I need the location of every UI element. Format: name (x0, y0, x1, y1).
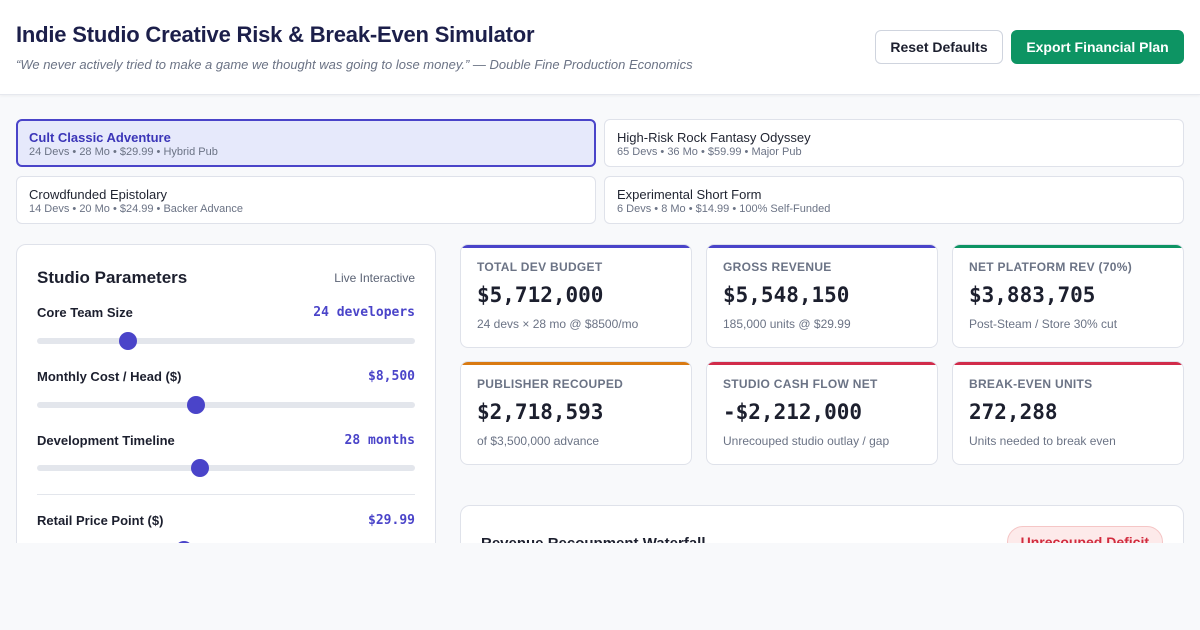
param-label-timeline: Development Timeline (37, 433, 175, 448)
card-accent-bar (707, 362, 937, 365)
preset-meta: 24 Devs • 28 Mo • $29.99 • Hybrid Pub (29, 146, 218, 158)
preset-name: High-Risk Rock Fantasy Odyssey (617, 130, 811, 145)
metric-card-studio-cash-flow-net: STUDIO CASH FLOW NET -$2,212,000 Unrecou… (706, 361, 938, 465)
export-financial-plan-button[interactable]: Export Financial Plan (1011, 30, 1184, 64)
preset-name: Experimental Short Form (617, 187, 762, 202)
metric-card-gross-revenue: GROSS REVENUE $5,548,150 185,000 units @… (706, 244, 938, 348)
header-quote: “We never actively tried to make a game … (16, 57, 693, 72)
param-value-monthly-cost: $8,500 (368, 369, 415, 384)
card-accent-bar (461, 245, 691, 248)
card-accent-bar (953, 362, 1183, 365)
preset-meta: 6 Devs • 8 Mo • $14.99 • 100% Self-Funde… (617, 203, 831, 215)
metric-card-publisher-recouped: PUBLISHER RECOUPED $2,718,593 of $3,500,… (460, 361, 692, 465)
param-value-retail-price: $29.99 (368, 513, 415, 528)
metric-value: 272,288 (969, 400, 1058, 424)
timeline-slider-thumb[interactable] (190, 459, 209, 477)
metric-value: $2,718,593 (477, 400, 604, 424)
page-title: Indie Studio Creative Risk & Break-Even … (16, 22, 535, 47)
metric-value: -$2,212,000 (723, 400, 863, 424)
metric-note: Post-Steam / Store 30% cut (969, 317, 1118, 331)
studio-parameters-panel: Studio Parameters Live Interactive Core … (16, 244, 436, 574)
monthly-cost-slider[interactable] (37, 396, 415, 414)
param-value-team-size: 24 developers (313, 305, 415, 320)
viewport-fold (0, 543, 1200, 630)
metric-label: BREAK-EVEN UNITS (969, 377, 1093, 391)
preset-meta: 65 Devs • 36 Mo • $59.99 • Major Pub (617, 146, 802, 158)
param-label-team-size: Core Team Size (37, 305, 133, 320)
metric-note: 24 devs × 28 mo @ $8500/mo (477, 317, 639, 331)
app-header: Indie Studio Creative Risk & Break-Even … (0, 0, 1200, 95)
metric-value: $5,548,150 (723, 283, 850, 307)
metric-label: PUBLISHER RECOUPED (477, 377, 624, 391)
monthly-cost-slider-thumb[interactable] (186, 396, 205, 414)
card-accent-bar (707, 245, 937, 248)
preset-experimental-short-form[interactable]: Experimental Short Form 6 Devs • 8 Mo • … (604, 176, 1184, 224)
team-size-slider-thumb[interactable] (118, 332, 137, 350)
param-value-timeline: 28 months (344, 433, 415, 448)
metric-label: STUDIO CASH FLOW NET (723, 377, 878, 391)
panel-title: Studio Parameters (37, 268, 188, 287)
card-accent-bar (953, 245, 1183, 248)
metric-label: TOTAL DEV BUDGET (477, 260, 603, 274)
preset-meta: 14 Devs • 20 Mo • $24.99 • Backer Advanc… (29, 203, 243, 215)
reset-defaults-button[interactable]: Reset Defaults (875, 30, 1003, 64)
preset-crowdfunded-epistolary[interactable]: Crowdfunded Epistolary 14 Devs • 20 Mo •… (16, 176, 596, 224)
metric-note: Unrecouped studio outlay / gap (723, 434, 890, 448)
metric-label: GROSS REVENUE (723, 260, 832, 274)
metric-note: of $3,500,000 advance (477, 434, 600, 448)
preset-name: Cult Classic Adventure (29, 130, 171, 145)
live-interactive-tag: Live Interactive (334, 271, 415, 285)
metric-value: $3,883,705 (969, 283, 1096, 307)
preset-cult-classic-adventure[interactable]: Cult Classic Adventure 24 Devs • 28 Mo •… (16, 119, 596, 167)
metric-card-break-even-units: BREAK-EVEN UNITS 272,288 Units needed to… (952, 361, 1184, 465)
param-label-retail-price: Retail Price Point ($) (37, 513, 164, 528)
card-accent-bar (461, 362, 691, 365)
metric-note: 185,000 units @ $29.99 (723, 317, 851, 331)
metric-card-net-platform-rev: NET PLATFORM REV (70%) $3,883,705 Post-S… (952, 244, 1184, 348)
panel-divider (37, 494, 415, 495)
metric-note: Units needed to break even (969, 434, 1116, 448)
team-size-slider[interactable] (37, 332, 415, 350)
metric-value: $5,712,000 (477, 283, 604, 307)
timeline-slider[interactable] (37, 459, 415, 477)
metric-label: NET PLATFORM REV (70%) (969, 260, 1133, 274)
param-label-monthly-cost: Monthly Cost / Head ($) (37, 369, 182, 384)
preset-name: Crowdfunded Epistolary (29, 187, 168, 202)
preset-high-risk-rock-fantasy-odyssey[interactable]: High-Risk Rock Fantasy Odyssey 65 Devs •… (604, 119, 1184, 167)
metric-card-total-dev-budget: TOTAL DEV BUDGET $5,712,000 24 devs × 28… (460, 244, 692, 348)
